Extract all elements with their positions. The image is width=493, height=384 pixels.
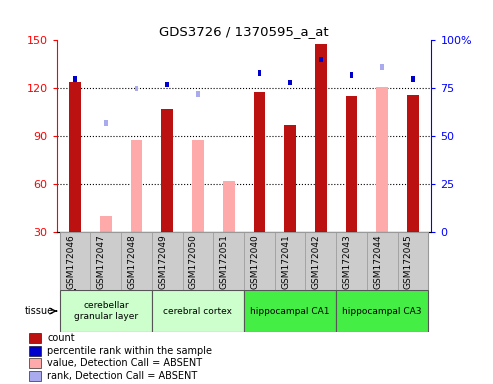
Text: percentile rank within the sample: percentile rank within the sample [47, 346, 212, 356]
Bar [29, 346, 40, 356]
Text: hippocampal CA3: hippocampal CA3 [343, 306, 422, 316]
Text: cerebellar
granular layer: cerebellar granular layer [74, 301, 138, 321]
Bar [213, 232, 244, 290]
Bar [319, 57, 322, 62]
Text: GSM172046: GSM172046 [66, 235, 75, 290]
Text: GSM172043: GSM172043 [343, 235, 352, 290]
Bar [196, 91, 200, 97]
Bar [60, 290, 152, 332]
Text: GSM172047: GSM172047 [97, 235, 106, 290]
Bar [284, 125, 296, 232]
Text: rank, Detection Call = ABSENT: rank, Detection Call = ABSENT [47, 371, 198, 381]
Bar [367, 232, 397, 290]
Bar [244, 232, 275, 290]
Bar [397, 232, 428, 290]
Bar [29, 371, 40, 381]
Text: GSM172041: GSM172041 [281, 235, 290, 290]
Bar [244, 290, 336, 332]
Bar [161, 109, 173, 232]
Bar [336, 232, 367, 290]
Text: value, Detection Call = ABSENT: value, Detection Call = ABSENT [47, 358, 203, 368]
Bar [257, 70, 261, 76]
Bar [91, 232, 121, 290]
Bar [100, 216, 112, 232]
Bar [135, 86, 139, 91]
Text: tissue: tissue [25, 306, 54, 316]
Text: GSM172050: GSM172050 [189, 235, 198, 290]
Bar [381, 65, 384, 70]
Bar [346, 96, 357, 232]
Bar [407, 95, 419, 232]
Bar [182, 232, 213, 290]
Bar [376, 87, 388, 232]
Bar [288, 80, 292, 85]
Text: GSM172040: GSM172040 [250, 235, 259, 290]
Bar [70, 82, 81, 232]
Bar [60, 232, 91, 290]
Bar [131, 139, 142, 232]
Bar [29, 333, 40, 343]
Text: GSM172051: GSM172051 [220, 235, 229, 290]
Bar [275, 232, 306, 290]
Text: hippocampal CA1: hippocampal CA1 [250, 306, 330, 316]
Bar [192, 139, 204, 232]
Text: GSM172044: GSM172044 [373, 235, 382, 289]
Text: GSM172045: GSM172045 [404, 235, 413, 290]
Text: GSM172049: GSM172049 [158, 235, 167, 290]
Bar [152, 290, 244, 332]
Bar [73, 76, 77, 81]
Bar [336, 290, 428, 332]
Bar [315, 43, 327, 232]
Bar [166, 82, 169, 87]
Bar [152, 232, 182, 290]
Bar [29, 358, 40, 368]
Text: cerebral cortex: cerebral cortex [164, 306, 233, 316]
Bar [253, 91, 265, 232]
Text: GSM172048: GSM172048 [128, 235, 137, 290]
Text: GSM172042: GSM172042 [312, 235, 321, 289]
Bar [223, 181, 235, 232]
Text: count: count [47, 333, 75, 343]
Bar [350, 72, 353, 78]
Bar [104, 120, 107, 126]
Title: GDS3726 / 1370595_a_at: GDS3726 / 1370595_a_at [159, 25, 329, 38]
Bar [411, 76, 415, 81]
Bar [306, 232, 336, 290]
Bar [121, 232, 152, 290]
